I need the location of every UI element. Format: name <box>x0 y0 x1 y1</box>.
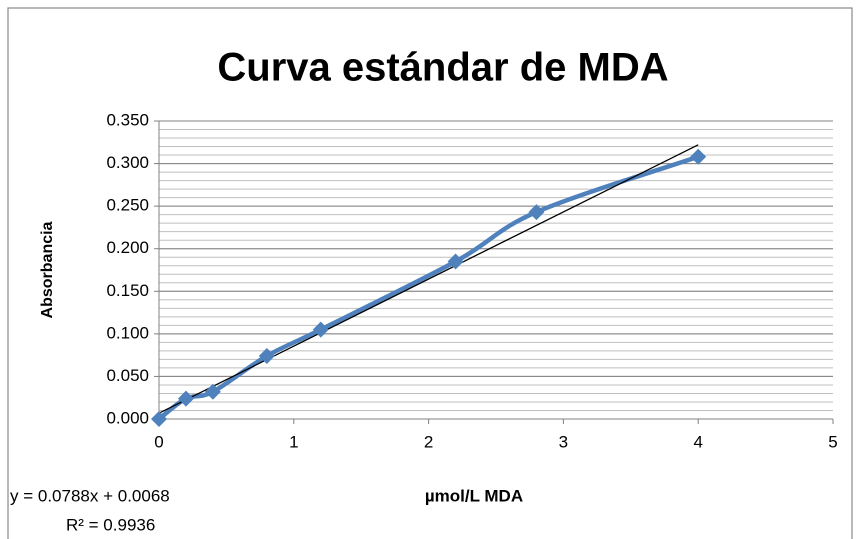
x-tick-label: 4 <box>693 432 702 451</box>
y-tick-label: 0.350 <box>106 110 149 129</box>
trendline-equation: y = 0.0788x + 0.0068 <box>10 486 170 505</box>
y-tick-label: 0.200 <box>106 238 149 257</box>
marker <box>204 383 221 400</box>
marker <box>151 411 167 427</box>
marker <box>690 148 707 165</box>
y-tick-label: 0.250 <box>106 196 149 215</box>
x-tick-label: 2 <box>424 432 433 451</box>
marker <box>528 204 545 221</box>
marker <box>258 347 275 364</box>
x-tick-label: 3 <box>559 432 568 451</box>
x-tick-label: 1 <box>289 432 298 451</box>
marker <box>177 390 194 407</box>
y-tick-label: 0.050 <box>106 366 149 385</box>
y-tick-label: 0.000 <box>106 408 149 427</box>
marker <box>447 253 464 270</box>
x-tick-label: 5 <box>828 432 837 451</box>
y-tick-label: 0.300 <box>106 153 149 172</box>
chart-title: Curva estándar de MDA <box>217 46 668 90</box>
y-tick-label: 0.100 <box>106 323 149 342</box>
y-tick-label: 0.150 <box>106 281 149 300</box>
y-axis-label: Absorbancia <box>39 221 56 318</box>
trendline <box>158 144 699 414</box>
marker <box>312 321 329 338</box>
x-tick-label: 0 <box>154 432 163 451</box>
x-axis-label: µmol/L MDA <box>425 486 523 505</box>
trendline-r-squared: R² = 0.9936 <box>66 515 155 534</box>
